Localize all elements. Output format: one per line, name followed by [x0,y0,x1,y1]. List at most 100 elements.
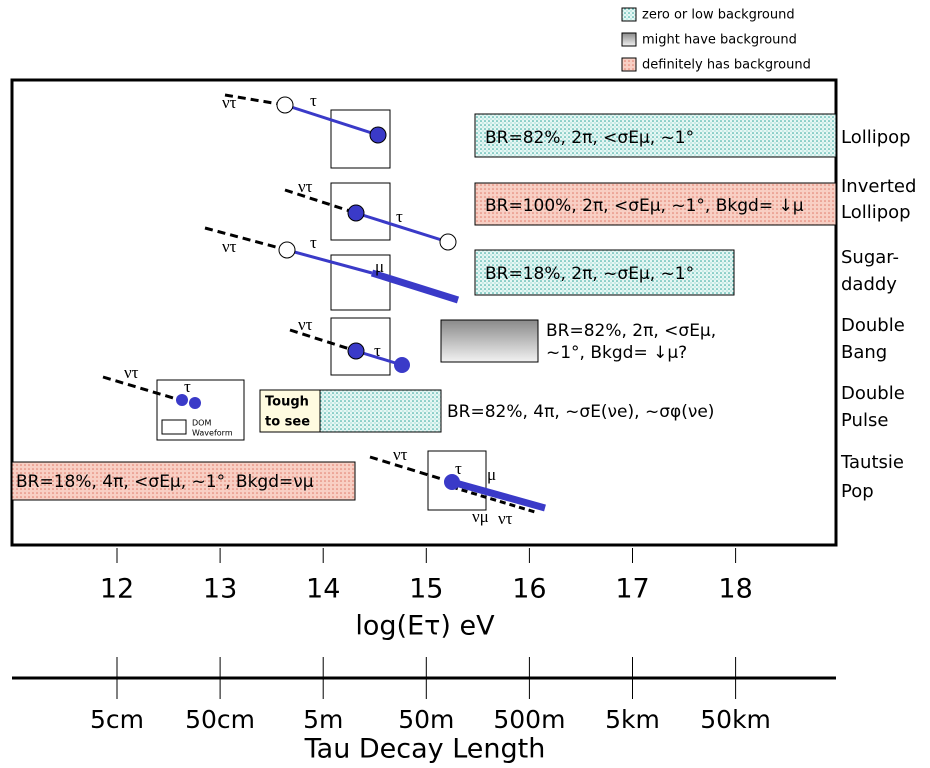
vertex [444,474,460,490]
legend-swatch [621,32,637,47]
detector-box [330,182,391,241]
bar-label: BR=82%, 2π, <σEμ, ~1° [485,128,694,148]
bar [474,249,735,296]
symbol: τ [374,341,381,360]
vertex [439,233,457,251]
neutrino-track [224,93,286,107]
tick-label: 5km [605,705,660,734]
neutrino-track [102,375,181,402]
bar [11,461,356,501]
bar-part [259,389,321,433]
detector-box [156,379,245,441]
axis-title: Tau Decay Length [304,734,546,765]
event-sketches: ντ τ ντ τ ντ τ μ ντ τ ντ τ DOM Waveform … [102,91,546,528]
tick-label: 18 [718,574,752,605]
event-name: Tautsie [840,452,904,473]
tick-label: 12 [100,574,134,605]
tough-label: Tough [265,395,309,410]
dom-label: Waveform [192,429,233,438]
tau-track [355,211,449,244]
tick-label: 13 [203,574,237,605]
muon-track [451,478,546,512]
vertex [394,357,410,373]
bar-label: BR=82%, 4π, ~σE(νe), ~σφ(νe) [447,402,714,422]
symbol: τ [455,459,462,478]
neutrino-track [204,226,288,252]
symbol: ντ [222,93,237,112]
tau-track [284,103,379,137]
tick-label: 15 [409,574,443,605]
event-name: Inverted [841,176,916,197]
dom-label: DOM [192,419,211,428]
bar [474,182,837,226]
symbol: ντ [298,177,313,196]
legend-swatch [621,57,637,72]
vertex [189,397,201,409]
symbol: τ [310,233,317,252]
tick-label: 16 [512,574,546,605]
legend-swatch [621,7,637,22]
vertex [347,204,365,222]
ticks: 12 13 14 15 16 17 18 5cm 50cm 5m 50m 500m 5km 50km [90,548,771,734]
detector-box [330,109,391,169]
tick-label: 17 [615,574,649,605]
symbol: ντ [393,445,408,464]
legend-label: might have background [642,33,797,48]
event-name: Double [841,315,905,336]
detector-box [427,450,487,511]
event-name: Lollipop [841,127,911,148]
neutrino-track [289,328,357,353]
muon-track [370,269,460,304]
neutrino-track [451,485,536,514]
tick-label: 14 [306,574,340,605]
tick-label: 5m [303,705,343,734]
symbol: τ [184,377,191,396]
event-name: Pop [841,481,874,502]
waveform-icon [161,419,187,435]
detector-box [330,254,391,311]
vertex [278,241,296,259]
tick-label: 500m [493,705,565,734]
bar-label: BR=18%, 4π, <σEμ, ~1°, Bkgd=νμ [16,472,314,492]
symbol: ντ [124,363,139,382]
symbol: τ [396,207,403,226]
symbol: ντ [222,237,237,256]
symbol: μ [375,257,384,276]
tick-label: 50m [398,705,454,734]
neutrino-track [284,188,357,215]
detector-box [330,317,391,376]
legend-label: zero or low background [642,8,795,23]
symbol: νμ [472,507,489,526]
vertex [276,96,294,114]
tick-label: 50cm [185,705,255,734]
vertex [347,342,365,360]
neutrino-track [369,455,449,483]
vertex [176,394,188,406]
tough-label: to see [265,415,310,430]
bar [474,113,837,158]
bar-label: BR=100%, 2π, <σEμ, ~1°, Bkgd= ↓μ [485,196,804,216]
tau-track [286,248,373,275]
legend-label: definitely has background [642,58,811,73]
event-name: Bang [841,342,887,363]
axis-title: log(Eτ) eV [355,611,495,642]
vertex [369,126,387,144]
event-name: daddy [841,274,897,295]
bar-label: BR=82%, 2π, <σEμ, [546,321,716,341]
symbol: ντ [298,315,313,334]
bar-label: BR=18%, 2π, ~σEμ, ~1° [485,264,694,284]
event-name: Double [841,383,905,404]
symbol: τ [310,91,317,110]
bar [440,319,539,363]
symbol: μ [487,465,496,484]
symbol: ντ [498,509,513,528]
event-name: Sugar- [841,247,899,268]
event-name: Lollipop [841,202,911,223]
event-name: Pulse [841,410,888,431]
frame [10,78,838,547]
bar-label: ~1°, Bkgd= ↓μ? [546,343,687,363]
tick-label: 50km [700,705,771,734]
tick-label: 5cm [90,705,144,734]
